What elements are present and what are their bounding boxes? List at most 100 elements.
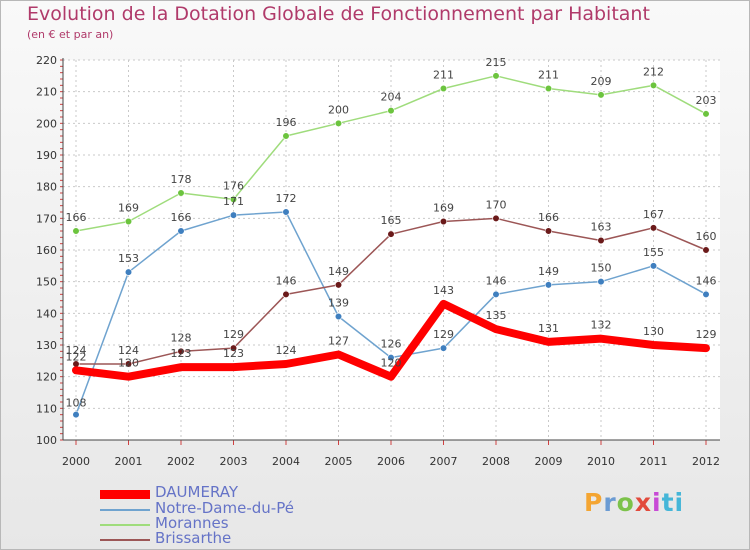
series-point-2 [597,91,605,99]
data-label: 146 [696,274,717,287]
series-point-1 [544,281,553,289]
x-tick-label: 2000 [62,455,90,468]
data-label: 130 [643,325,664,338]
data-label: 211 [538,69,559,82]
data-label: 153 [118,252,139,265]
data-label: 169 [118,202,139,215]
series-point-1 [334,312,343,321]
data-label: 146 [276,274,297,287]
x-tick-label: 2003 [220,455,248,468]
series-point-1 [229,211,238,219]
data-label: 165 [381,214,402,227]
series-point-2 [544,84,553,93]
y-tick-label: 150 [36,276,57,289]
y-tick-label: 110 [36,402,57,415]
series-point-3 [387,230,395,238]
data-label: 171 [223,195,244,208]
series-point-1 [72,411,80,419]
data-label: 131 [538,322,559,335]
series-point-2 [229,195,238,203]
series-point-2 [649,81,658,89]
data-label: 120 [118,357,139,370]
proxiti-logo: Proxiti [584,488,685,517]
data-label: 129 [696,328,717,341]
y-tick-label: 210 [36,86,57,99]
y-tick-label: 160 [36,244,57,257]
series-point-2 [439,84,448,93]
x-tick-label: 2011 [640,455,668,468]
x-tick-label: 2002 [167,455,195,468]
data-label: 132 [591,319,612,332]
series-point-2 [387,107,395,115]
series-point-2 [124,217,133,226]
data-label: 129 [223,328,244,341]
data-label: 123 [223,347,244,360]
series-point-1 [439,344,448,352]
grid [63,59,720,441]
data-label: 129 [433,328,454,341]
data-label: 166 [171,211,192,224]
data-label: 149 [538,265,559,278]
data-label: 126 [381,338,402,351]
x-tick-label: 2007 [430,455,458,468]
data-labels: 122 120 123 123 124 127 120 143 135 131 132 130 129 1… [66,56,717,410]
data-label: 166 [538,211,559,224]
series-point-1 [387,354,395,362]
data-label: 178 [171,173,192,186]
series-point-1 [649,262,658,270]
series-point-3 [702,246,710,254]
data-label: 212 [643,65,664,78]
series-lines [72,72,710,419]
series-point-3 [439,217,448,226]
series-point-2 [72,227,80,235]
data-label: 139 [328,297,349,310]
x-tick-label: 2006 [377,455,405,468]
data-label: 204 [381,91,402,104]
x-tick-label: 2010 [587,455,615,468]
data-label: 124 [66,344,87,357]
data-label: 209 [591,75,612,88]
data-label: 160 [696,230,717,243]
legend-label: Morannes [155,514,229,532]
x-tick-label: 2009 [535,455,563,468]
series-point-2 [334,119,343,127]
series-point-2 [177,189,185,197]
y-tick-label: 130 [36,339,57,352]
x-tick-label: 2008 [482,455,510,468]
legend-swatch [100,539,150,541]
y-tick-label: 140 [36,307,57,320]
series-point-3 [492,214,500,222]
legend-swatch [100,490,150,499]
data-label: 170 [486,198,507,211]
series-point-1 [282,208,290,216]
y-tick-label: 190 [36,149,57,162]
series-point-3 [334,281,343,289]
series-point-2 [492,72,500,80]
y-tick-label: 200 [36,117,57,130]
chart-subtitle: (en € et par an) [27,28,114,41]
data-label: 203 [696,94,717,107]
data-label: 163 [591,221,612,234]
data-label: 128 [171,331,192,344]
data-label: 124 [118,344,139,357]
data-label: 108 [66,397,87,410]
series-point-3 [177,347,185,355]
data-label: 127 [328,335,349,348]
legend-label: Brissarthe [155,529,232,547]
series-point-1 [124,268,133,276]
y-tick-label: 120 [36,371,57,384]
y-tick-label: 220 [36,54,57,67]
data-label: 150 [591,262,612,275]
x-tick-label: 2001 [115,455,143,468]
data-label: 176 [223,179,244,192]
data-label: 155 [643,246,664,259]
series-point-1 [702,290,710,298]
series-point-3 [229,344,238,352]
series-point-1 [597,278,605,286]
data-label: 146 [486,274,507,287]
series-point-3 [649,224,658,232]
data-label: 169 [433,202,454,215]
legend-label: Notre-Dame-du-Pé [155,499,294,517]
data-label: 167 [643,208,664,221]
data-label: 215 [486,56,507,69]
